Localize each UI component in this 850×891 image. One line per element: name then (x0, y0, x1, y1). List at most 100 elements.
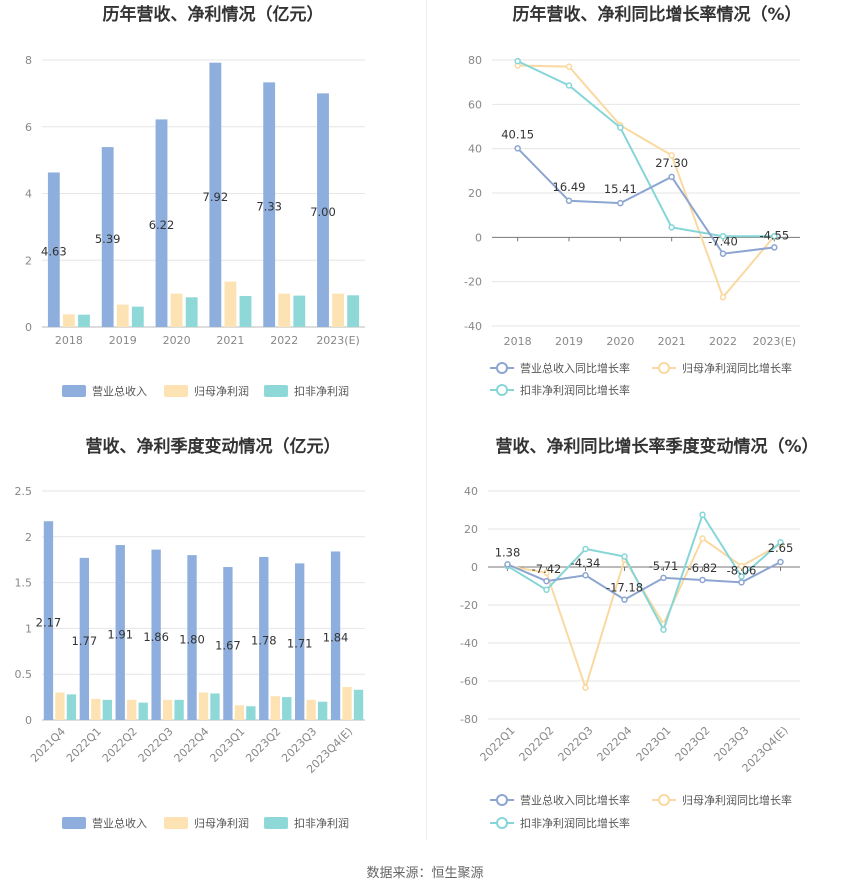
bar-revenue (295, 563, 305, 720)
series-point (582, 571, 589, 579)
x-tick-label: 2022Q2 (517, 724, 557, 764)
bar-revenue (223, 567, 233, 720)
series-point (504, 561, 511, 568)
y-tick-label: 40 (468, 143, 482, 156)
series-line-net-profit (507, 536, 781, 691)
y-tick-label: 20 (468, 187, 482, 200)
line-data-label: 1.38 (495, 545, 521, 559)
bar-revenue (263, 82, 276, 327)
bar-net-profit (62, 314, 75, 327)
bar-revenue (47, 172, 60, 327)
bar-net-profit (198, 692, 209, 720)
y-tick-label: 8 (25, 54, 32, 67)
line-data-label: 15.41 (604, 182, 637, 196)
bar-net-profit (270, 696, 280, 720)
chart-title: 营收、净利季度变动情况（亿元） (86, 436, 341, 457)
series-point (699, 511, 706, 518)
chart-title: 历年营收、净利同比增长率情况（%） (512, 4, 801, 25)
y-tick-label: 40 (464, 485, 478, 498)
bar-deducted-profit (282, 697, 292, 720)
legend-marker (658, 362, 670, 374)
quarterly-revenue-profit-chart: 营收、净利季度变动情况（亿元） 0 0.5 1 1.5 2 2.5 2021Q4 2.17 202… (15, 436, 365, 830)
x-tick-label: 2020 (163, 334, 191, 347)
bar-deducted-profit (353, 689, 364, 720)
annual-growth-rate-panel: 历年营收、净利同比增长率情况（%） -40 -20 0 20 40 60 80 2018 2019… (425, 0, 850, 430)
y-tick-label: 1 (25, 622, 32, 635)
y-tick-label: 60 (468, 98, 482, 111)
bar-revenue (317, 93, 329, 327)
bar-data-label: 7.33 (256, 200, 282, 214)
y-tick-label: 2.5 (15, 485, 33, 498)
line-data-label: -4.55 (759, 228, 789, 242)
legend-label: 归母净利润 (194, 816, 249, 830)
y-tick-label: -20 (460, 599, 478, 612)
series-line-revenue (516, 147, 775, 255)
x-tick-label: 2023Q2 (673, 724, 713, 764)
series-point (738, 573, 745, 580)
y-tick-label: 0 (25, 714, 32, 727)
bar-deducted-profit (239, 295, 252, 327)
bar-revenue (151, 549, 161, 720)
series-point (660, 626, 667, 633)
x-tick-label: 2022 (270, 334, 298, 347)
x-tick-label: 2023Q3 (712, 724, 752, 764)
quarterly-growth-rate-chart: 营收、净利同比增长率季度变动情况（%） -80 -60 -40 -20 0 20 40 2022… (460, 436, 818, 830)
bar-data-label: 6.22 (149, 218, 175, 232)
line-data-label: -7.42 (532, 562, 562, 576)
bar-revenue (101, 147, 114, 327)
bar-revenue (259, 556, 269, 720)
bar-revenue (79, 557, 90, 720)
x-tick-label: 2022Q3 (136, 725, 176, 765)
series-point (777, 558, 784, 566)
bar-revenue (43, 521, 54, 720)
bar-revenue (115, 545, 125, 720)
y-tick-label: 2 (25, 531, 32, 544)
bar-net-profit (116, 304, 129, 327)
y-tick-label: -20 (464, 276, 482, 289)
bar-data-label: 1.77 (72, 634, 98, 648)
panel-divider (426, 0, 427, 840)
legend-label: 扣非净利润 (294, 816, 349, 830)
bar-net-profit (306, 699, 316, 720)
series-point (617, 124, 624, 131)
x-tick-label: 2023Q1 (634, 724, 674, 764)
bar-deducted-profit (293, 295, 306, 327)
series-point (514, 145, 521, 152)
bar-deducted-profit (210, 693, 220, 720)
legend-swatch (164, 385, 188, 397)
legend-swatch (62, 817, 86, 829)
series-point (668, 152, 675, 159)
y-tick-label: 0 (475, 231, 482, 244)
bar-deducted-profit (66, 694, 77, 720)
y-tick-label: 6 (25, 121, 32, 134)
bar-deducted-profit (138, 702, 148, 720)
quarterly-growth-rate-panel: 营收、净利同比增长率季度变动情况（%） -80 -60 -40 -20 0 20 40 2022… (425, 430, 850, 860)
series-line-net-profit (517, 64, 776, 300)
bar-data-label: 2.17 (36, 616, 62, 630)
x-tick-label: 2019 (109, 334, 137, 347)
x-tick-label: 2020 (606, 335, 634, 348)
bar-data-label: 7.92 (203, 190, 229, 204)
bar-net-profit (170, 293, 183, 327)
x-tick-label: 2018 (504, 335, 532, 348)
bar-data-label: 1.91 (107, 628, 133, 642)
bar-net-profit (234, 705, 245, 720)
series-point (699, 535, 706, 542)
bar-net-profit (278, 293, 291, 327)
bar-net-profit (224, 281, 237, 327)
bar-revenue (155, 119, 168, 327)
series-point (582, 684, 589, 691)
legend-label: 扣非净利润 (294, 384, 349, 398)
series-point (565, 197, 573, 205)
y-tick-label: 0 (25, 321, 32, 334)
x-tick-label: 2022Q1 (64, 725, 104, 765)
y-tick-label: 20 (464, 523, 478, 536)
bar-data-label: 7.00 (310, 205, 336, 219)
series-point (621, 553, 628, 560)
bar-data-label: 5.39 (95, 232, 121, 246)
bar-net-profit (332, 293, 345, 327)
series-line-deducted-profit (517, 60, 775, 238)
x-tick-label: 2021Q4 (28, 725, 68, 765)
x-tick-label: 2022Q3 (556, 724, 596, 764)
legend-label: 营业总收入同比增长率 (520, 361, 630, 375)
